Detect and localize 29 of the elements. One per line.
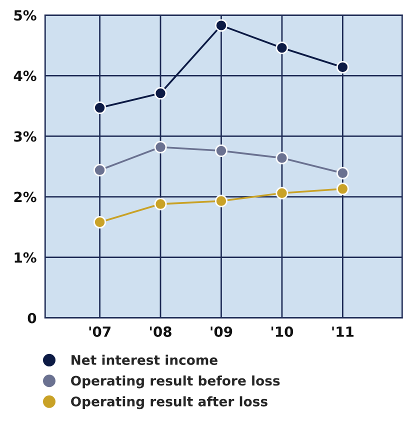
point	[214, 19, 228, 32]
x-tick-label: '10	[271, 326, 294, 337]
point	[336, 182, 349, 196]
point	[154, 140, 167, 154]
x-tick-label: '09	[210, 326, 232, 337]
x-tick-label: '11	[332, 326, 354, 337]
y-tick-label: 2%	[14, 192, 36, 202]
legend-label: Net interest income	[72, 354, 218, 365]
point	[214, 194, 228, 208]
legend-label: Operating result after loss	[71, 396, 268, 410]
point	[154, 198, 167, 210]
y-tick-label: 5%	[14, 10, 36, 21]
point	[94, 164, 106, 176]
point	[276, 152, 288, 164]
point	[94, 102, 106, 114]
y-tick-label: 3%	[14, 131, 36, 142]
point	[276, 186, 288, 200]
point	[276, 42, 288, 54]
x-tick-label: '07	[89, 326, 110, 337]
point	[336, 60, 349, 74]
y-tick-label: 0	[28, 312, 36, 324]
legend-label: Operating result before loss	[71, 375, 280, 388]
point	[336, 166, 349, 180]
point	[154, 87, 167, 100]
x-tick-label: '08	[150, 326, 172, 337]
point	[94, 216, 106, 228]
y-tick-label: 1%	[14, 252, 36, 263]
point	[214, 144, 228, 158]
y-tick-label: 4%	[14, 70, 36, 82]
